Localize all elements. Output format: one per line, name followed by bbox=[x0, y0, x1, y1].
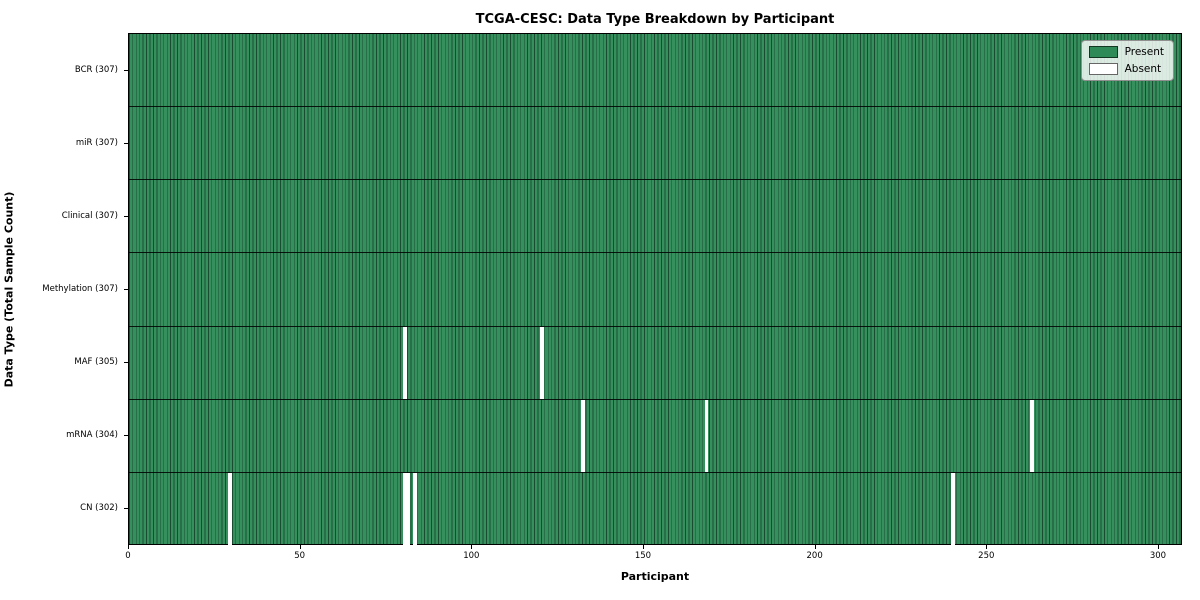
legend-label: Absent bbox=[1124, 63, 1162, 75]
chart-title: TCGA-CESC: Data Type Breakdown by Partic… bbox=[475, 12, 835, 27]
x-tick-label: 300 bbox=[1149, 551, 1167, 561]
x-tick-mark bbox=[128, 545, 129, 549]
x-tick-label: 150 bbox=[634, 551, 652, 561]
x-tick-mark bbox=[471, 545, 473, 549]
row-clinical bbox=[129, 180, 1181, 254]
absent-mark bbox=[228, 472, 232, 546]
absent-mark bbox=[403, 326, 407, 399]
absent-mark bbox=[413, 472, 417, 546]
row-maf bbox=[129, 326, 1181, 400]
y-tick-mark bbox=[124, 435, 128, 437]
absent-mark bbox=[406, 472, 410, 546]
legend-entry-present: Present bbox=[1088, 46, 1164, 58]
y-tick-label: Clinical (307) bbox=[61, 210, 118, 221]
y-tick-label: MAF (305) bbox=[74, 357, 118, 368]
absent-mark bbox=[1030, 399, 1034, 472]
x-tick-label: 250 bbox=[978, 551, 995, 561]
x-tick-mark bbox=[814, 545, 816, 549]
x-tick-label: 0 bbox=[125, 551, 131, 561]
row-mrna bbox=[129, 399, 1181, 473]
absent-mark bbox=[540, 326, 544, 399]
absent-mark bbox=[704, 399, 709, 472]
x-tick-label: 200 bbox=[806, 551, 823, 561]
x-tick-label: 50 bbox=[294, 551, 306, 561]
absent-mark bbox=[403, 472, 407, 546]
y-tick-label: mRNA (304) bbox=[66, 430, 118, 441]
absent-mark bbox=[581, 399, 585, 472]
x-tick-label: 100 bbox=[463, 551, 480, 561]
x-tick-mark bbox=[1157, 545, 1159, 549]
legend-label: Present bbox=[1124, 46, 1164, 58]
legend-entry-absent: Absent bbox=[1088, 63, 1164, 75]
y-tick-label: miR (307) bbox=[75, 137, 118, 148]
row-cn bbox=[129, 472, 1181, 546]
legend: Present Absent bbox=[1080, 40, 1174, 81]
x-tick-mark bbox=[299, 545, 301, 549]
x-tick-mark bbox=[642, 545, 644, 549]
y-axis-label: Data Type (Total Sample Count) bbox=[2, 191, 16, 388]
y-tick-mark bbox=[124, 508, 128, 510]
row-bcr bbox=[129, 34, 1181, 108]
absent-mark bbox=[951, 472, 955, 546]
x-tick-mark bbox=[986, 545, 988, 549]
y-tick-mark bbox=[124, 69, 128, 71]
legend-swatch-absent bbox=[1088, 63, 1118, 75]
row-methylation bbox=[129, 253, 1181, 327]
y-tick-label: Methylation (307) bbox=[42, 284, 118, 294]
y-tick-mark bbox=[124, 142, 128, 144]
y-tick-mark bbox=[124, 362, 128, 364]
y-tick-mark bbox=[124, 289, 128, 290]
y-tick-label: CN (302) bbox=[80, 503, 118, 514]
legend-swatch-present bbox=[1088, 46, 1118, 58]
y-tick-mark bbox=[124, 215, 128, 217]
row-mir bbox=[129, 107, 1181, 181]
y-tick-label: BCR (307) bbox=[74, 64, 118, 75]
x-axis-label: Participant bbox=[620, 570, 690, 583]
plot-area: Present Absent bbox=[128, 33, 1182, 546]
